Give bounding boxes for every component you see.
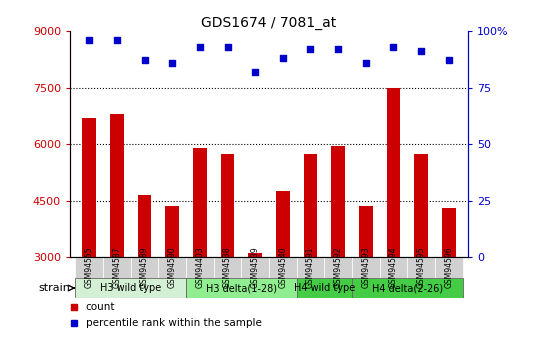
Point bbox=[140, 58, 149, 63]
Text: GSM94592: GSM94592 bbox=[334, 247, 343, 288]
FancyBboxPatch shape bbox=[352, 278, 463, 298]
Point bbox=[334, 46, 342, 52]
FancyBboxPatch shape bbox=[75, 257, 103, 278]
Bar bbox=[82, 118, 96, 257]
FancyBboxPatch shape bbox=[269, 257, 296, 278]
FancyBboxPatch shape bbox=[214, 257, 242, 278]
Bar bbox=[193, 148, 207, 257]
Text: H4 delta(2-26): H4 delta(2-26) bbox=[372, 283, 443, 293]
FancyBboxPatch shape bbox=[296, 257, 324, 278]
Bar bbox=[165, 206, 179, 257]
Point bbox=[362, 60, 370, 66]
Text: GSM94590: GSM94590 bbox=[168, 247, 177, 288]
Point bbox=[279, 56, 287, 61]
Text: GSM94539: GSM94539 bbox=[251, 247, 260, 288]
Bar bbox=[138, 195, 152, 257]
Bar bbox=[414, 154, 428, 257]
Text: GSM94595: GSM94595 bbox=[416, 247, 426, 288]
Text: GSM94538: GSM94538 bbox=[223, 247, 232, 288]
FancyBboxPatch shape bbox=[158, 257, 186, 278]
FancyBboxPatch shape bbox=[75, 278, 186, 298]
FancyBboxPatch shape bbox=[103, 257, 131, 278]
Bar bbox=[386, 88, 400, 257]
FancyBboxPatch shape bbox=[186, 278, 296, 298]
Text: GSM94591: GSM94591 bbox=[306, 247, 315, 288]
Bar bbox=[110, 114, 124, 257]
Text: GSM94555: GSM94555 bbox=[85, 247, 94, 288]
Title: GDS1674 / 7081_at: GDS1674 / 7081_at bbox=[201, 16, 337, 30]
FancyBboxPatch shape bbox=[296, 278, 352, 298]
FancyBboxPatch shape bbox=[435, 257, 463, 278]
Text: GSM94596: GSM94596 bbox=[444, 247, 453, 288]
Text: GSM94593: GSM94593 bbox=[361, 247, 370, 288]
Point bbox=[196, 44, 204, 50]
Text: H4 wild type: H4 wild type bbox=[294, 283, 355, 293]
Point bbox=[251, 69, 259, 75]
FancyBboxPatch shape bbox=[407, 257, 435, 278]
Text: strain: strain bbox=[38, 283, 70, 293]
Text: GSM94403: GSM94403 bbox=[195, 247, 204, 288]
FancyBboxPatch shape bbox=[324, 257, 352, 278]
Point bbox=[417, 49, 426, 54]
Text: percentile rank within the sample: percentile rank within the sample bbox=[86, 318, 262, 328]
Text: H3 wild type: H3 wild type bbox=[100, 283, 161, 293]
Bar bbox=[331, 146, 345, 257]
FancyBboxPatch shape bbox=[380, 257, 407, 278]
FancyBboxPatch shape bbox=[131, 257, 158, 278]
FancyBboxPatch shape bbox=[242, 257, 269, 278]
Text: count: count bbox=[86, 302, 115, 312]
FancyBboxPatch shape bbox=[186, 257, 214, 278]
Point bbox=[223, 44, 232, 50]
Point bbox=[85, 37, 94, 43]
Text: H3 delta(1-28): H3 delta(1-28) bbox=[206, 283, 277, 293]
FancyBboxPatch shape bbox=[352, 257, 380, 278]
Point bbox=[444, 58, 453, 63]
Text: GSM94540: GSM94540 bbox=[278, 247, 287, 288]
Bar bbox=[442, 208, 456, 257]
Bar bbox=[303, 154, 317, 257]
Point bbox=[389, 44, 398, 50]
Bar bbox=[221, 154, 235, 257]
Bar bbox=[276, 191, 290, 257]
Point bbox=[168, 60, 176, 66]
Text: GSM94587: GSM94587 bbox=[112, 247, 122, 288]
Bar bbox=[359, 206, 373, 257]
Point bbox=[112, 37, 121, 43]
Text: GSM94589: GSM94589 bbox=[140, 247, 149, 288]
Text: GSM94594: GSM94594 bbox=[389, 247, 398, 288]
Bar bbox=[248, 254, 262, 257]
Point bbox=[306, 46, 315, 52]
